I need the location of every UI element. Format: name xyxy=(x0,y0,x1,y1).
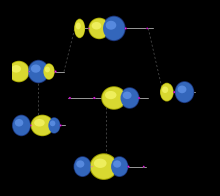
Ellipse shape xyxy=(125,28,126,29)
Ellipse shape xyxy=(48,117,61,134)
Ellipse shape xyxy=(105,91,116,99)
Ellipse shape xyxy=(30,124,32,127)
Ellipse shape xyxy=(43,63,55,80)
Ellipse shape xyxy=(74,19,85,38)
Ellipse shape xyxy=(50,121,55,126)
Ellipse shape xyxy=(8,61,30,82)
Ellipse shape xyxy=(143,166,144,167)
Ellipse shape xyxy=(69,97,71,99)
Ellipse shape xyxy=(125,27,127,30)
Ellipse shape xyxy=(138,97,140,99)
Ellipse shape xyxy=(138,97,139,99)
Ellipse shape xyxy=(123,92,132,99)
Ellipse shape xyxy=(138,97,140,99)
Ellipse shape xyxy=(128,166,129,167)
Ellipse shape xyxy=(13,115,30,135)
Ellipse shape xyxy=(161,83,173,101)
Ellipse shape xyxy=(125,28,126,29)
Ellipse shape xyxy=(94,159,106,168)
Ellipse shape xyxy=(75,19,85,37)
Ellipse shape xyxy=(74,157,91,176)
Ellipse shape xyxy=(29,71,30,72)
Ellipse shape xyxy=(178,85,186,93)
Ellipse shape xyxy=(69,97,71,99)
Ellipse shape xyxy=(101,86,127,110)
Ellipse shape xyxy=(127,165,130,168)
Ellipse shape xyxy=(103,17,125,40)
Ellipse shape xyxy=(54,70,57,73)
Ellipse shape xyxy=(76,160,84,168)
Ellipse shape xyxy=(55,71,56,73)
Ellipse shape xyxy=(102,16,126,41)
Ellipse shape xyxy=(90,153,118,180)
Ellipse shape xyxy=(69,97,70,99)
Ellipse shape xyxy=(143,166,145,167)
Ellipse shape xyxy=(147,28,148,29)
Ellipse shape xyxy=(113,160,121,168)
Ellipse shape xyxy=(28,60,49,83)
Ellipse shape xyxy=(128,166,129,167)
Ellipse shape xyxy=(15,119,23,127)
Ellipse shape xyxy=(31,64,41,73)
Ellipse shape xyxy=(160,83,174,102)
Ellipse shape xyxy=(11,65,21,73)
Ellipse shape xyxy=(88,27,91,30)
Ellipse shape xyxy=(48,118,60,133)
Ellipse shape xyxy=(45,67,50,72)
Ellipse shape xyxy=(121,88,139,108)
Ellipse shape xyxy=(175,82,194,102)
Ellipse shape xyxy=(111,157,128,176)
Ellipse shape xyxy=(94,97,95,99)
Ellipse shape xyxy=(162,86,168,93)
Ellipse shape xyxy=(143,166,145,168)
Ellipse shape xyxy=(60,125,61,126)
Ellipse shape xyxy=(28,70,30,73)
Ellipse shape xyxy=(92,22,101,29)
Ellipse shape xyxy=(31,115,53,135)
Ellipse shape xyxy=(60,125,61,126)
Ellipse shape xyxy=(43,64,54,79)
Ellipse shape xyxy=(89,28,90,29)
Ellipse shape xyxy=(30,125,32,126)
Ellipse shape xyxy=(146,27,148,29)
Ellipse shape xyxy=(31,125,32,126)
Ellipse shape xyxy=(12,115,31,136)
Ellipse shape xyxy=(110,156,128,177)
Ellipse shape xyxy=(9,62,29,82)
Ellipse shape xyxy=(88,18,110,39)
Ellipse shape xyxy=(91,154,117,179)
Ellipse shape xyxy=(173,91,176,93)
Ellipse shape xyxy=(91,166,93,167)
Ellipse shape xyxy=(93,97,95,99)
Ellipse shape xyxy=(120,87,139,109)
Ellipse shape xyxy=(94,97,95,99)
Ellipse shape xyxy=(91,165,93,168)
Ellipse shape xyxy=(28,61,48,83)
Ellipse shape xyxy=(175,81,194,103)
Ellipse shape xyxy=(147,28,148,29)
Ellipse shape xyxy=(55,71,56,72)
Ellipse shape xyxy=(88,28,90,29)
Ellipse shape xyxy=(34,119,45,127)
Ellipse shape xyxy=(89,18,109,38)
Ellipse shape xyxy=(59,124,62,127)
Ellipse shape xyxy=(73,156,92,177)
Ellipse shape xyxy=(102,87,126,109)
Ellipse shape xyxy=(174,92,175,93)
Ellipse shape xyxy=(28,71,30,73)
Ellipse shape xyxy=(31,115,54,136)
Ellipse shape xyxy=(173,91,175,93)
Ellipse shape xyxy=(76,23,81,29)
Ellipse shape xyxy=(106,21,116,30)
